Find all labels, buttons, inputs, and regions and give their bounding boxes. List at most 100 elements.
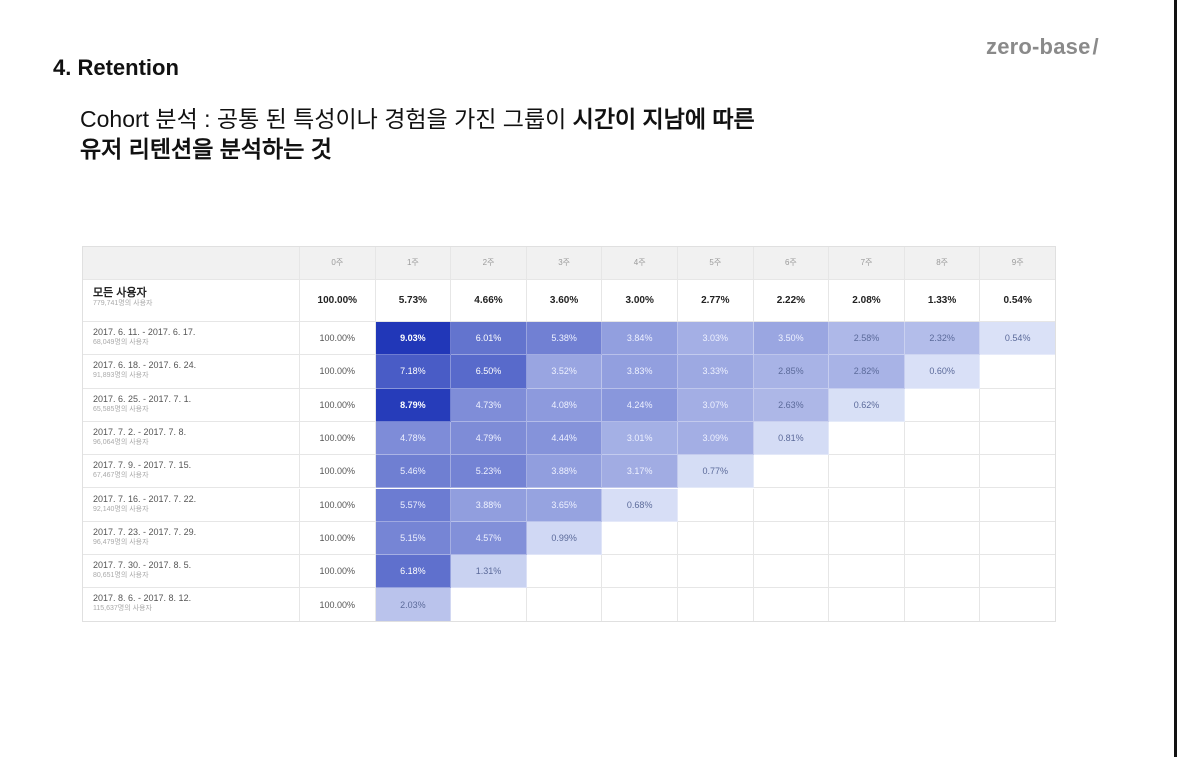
retention-cell (904, 588, 981, 622)
retention-cell: 1.31% (451, 555, 527, 589)
cohort-user-count: 92,140명의 사용자 (93, 505, 149, 513)
retention-cell: 3.01% (602, 421, 678, 456)
total-value-cell: 4.66% (451, 280, 527, 322)
retention-cell (829, 521, 905, 556)
column-header: 4주 (602, 246, 678, 280)
column-header: 0주 (300, 246, 376, 280)
retention-cell (451, 588, 527, 622)
retention-cell: 2.85% (753, 355, 830, 389)
cohort-row-label: 2017. 7. 30. - 2017. 8. 5. 80,651명의 사용자 (82, 555, 300, 589)
retention-cell (904, 388, 981, 422)
retention-cell (980, 388, 1056, 422)
retention-cell (678, 555, 754, 589)
column-header: 3주 (526, 246, 603, 280)
retention-cell: 100.00% (300, 421, 376, 456)
retention-cell (829, 421, 905, 456)
cohort-row-label: 2017. 6. 25. - 2017. 7. 1. 65,585명의 사용자 (82, 388, 300, 422)
cohort-user-count: 67,467명의 사용자 (93, 472, 149, 480)
retention-cell: 0.99% (526, 521, 603, 556)
zero-base-logo: zero-base/ (986, 34, 1099, 60)
logo-slash: / (1092, 34, 1099, 59)
cohort-retention-table: 0주 1주 2주 3주 4주 5주 6주 7주 8주 9주 모든 사용자 779,741명의 사용자 1… (82, 246, 1056, 622)
retention-cell: 5.15% (375, 521, 452, 556)
retention-cell (602, 588, 678, 622)
total-value-cell: 2.08% (829, 280, 905, 322)
slide-subtitle: Cohort 분석 : 공통 된 특성이나 경험을 가진 그룹이 시간이 지남에… (80, 104, 900, 164)
logo-text: zero-base (986, 34, 1091, 59)
retention-cell (904, 521, 981, 556)
cohort-row-label: 2017. 7. 23. - 2017. 7. 29. 96,479명의 사용자 (82, 521, 300, 556)
cohort-date-range: 2017. 7. 30. - 2017. 8. 5. (93, 560, 192, 571)
cohort-user-count: 65,585명의 사용자 (93, 405, 149, 413)
retention-cell: 3.65% (526, 488, 603, 522)
cohort-date-range: 2017. 7. 23. - 2017. 7. 29. (93, 526, 197, 537)
cohort-user-count: 91,893명의 사용자 (93, 372, 149, 380)
retention-cell (753, 588, 830, 622)
total-value-cell: 0.54% (980, 280, 1056, 322)
retention-cell: 6.50% (451, 355, 527, 389)
retention-cell: 3.83% (602, 355, 678, 389)
cohort-user-count: 115,637명의 사용자 (93, 605, 152, 613)
retention-cell: 100.00% (300, 322, 376, 356)
retention-cell: 3.17% (602, 455, 678, 489)
total-value-cell: 2.77% (678, 280, 754, 322)
column-header: 6주 (753, 246, 830, 280)
retention-cell: 100.00% (300, 455, 376, 489)
retention-cell (678, 588, 754, 622)
retention-cell (904, 555, 981, 589)
retention-cell: 0.60% (904, 355, 981, 389)
retention-cell (980, 588, 1056, 622)
cohort-date-range: 2017. 8. 6. - 2017. 8. 12. (93, 593, 192, 604)
cohort-row-label: 2017. 7. 2. - 2017. 7. 8. 96,064명의 사용자 (82, 421, 300, 456)
retention-cell: 100.00% (300, 555, 376, 589)
retention-cell (980, 521, 1056, 556)
retention-cell: 100.00% (300, 588, 376, 622)
total-value-cell: 3.60% (526, 280, 603, 322)
cohort-user-count: 68,049명의 사용자 (93, 339, 149, 346)
retention-cell (980, 555, 1056, 589)
cohort-row-label: 2017. 8. 6. - 2017. 8. 12. 115,637명의 사용자 (82, 588, 300, 622)
total-value-cell: 100.00% (300, 280, 376, 322)
total-row-label: 모든 사용자 779,741명의 사용자 (82, 280, 300, 322)
cohort-date-range: 2017. 7. 9. - 2017. 7. 15. (93, 460, 192, 471)
retention-cell: 2.58% (829, 322, 905, 356)
column-header: 7주 (829, 246, 905, 280)
retention-cell: 0.68% (602, 488, 678, 522)
retention-cell (829, 555, 905, 589)
subtitle-bold-1: 시간이 지남에 따른 (572, 106, 755, 132)
retention-cell (602, 555, 678, 589)
total-value-cell: 1.33% (904, 280, 981, 322)
header-corner (82, 246, 300, 280)
total-sublabel: 779,741명의 사용자 (93, 300, 153, 307)
column-header: 5주 (678, 246, 754, 280)
cohort-date-range: 2017. 6. 25. - 2017. 7. 1. (93, 393, 192, 404)
retention-cell (753, 488, 830, 522)
retention-cell: 3.09% (678, 421, 754, 456)
retention-cell: 3.84% (602, 322, 678, 356)
cohort-date-range: 2017. 6. 18. - 2017. 6. 24. (93, 360, 197, 371)
retention-cell: 0.81% (753, 421, 830, 456)
cohort-row-label: 2017. 6. 11. - 2017. 6. 17. 68,049명의 사용자 (82, 322, 300, 356)
retention-cell (980, 455, 1056, 489)
retention-cell: 5.57% (375, 488, 452, 522)
retention-cell (904, 455, 981, 489)
slide-right-border (1174, 0, 1177, 757)
retention-cell (829, 455, 905, 489)
retention-cell (678, 521, 754, 556)
retention-cell: 3.52% (526, 355, 603, 389)
retention-cell: 7.18% (375, 355, 452, 389)
retention-cell (526, 555, 603, 589)
cohort-row-label: 2017. 7. 16. - 2017. 7. 22. 92,140명의 사용자 (82, 488, 300, 522)
retention-cell (602, 521, 678, 556)
retention-cell: 5.38% (526, 322, 603, 356)
retention-cell: 5.46% (375, 455, 452, 489)
retention-cell: 100.00% (300, 488, 376, 522)
retention-cell: 0.62% (829, 388, 905, 422)
retention-cell: 100.00% (300, 388, 376, 422)
total-label: 모든 사용자 (93, 287, 147, 299)
subtitle-bold-2: 유저 리텐션을 분석하는 것 (80, 136, 332, 162)
cohort-row-label: 2017. 7. 9. - 2017. 7. 15. 67,467명의 사용자 (82, 455, 300, 489)
retention-cell: 3.88% (451, 488, 527, 522)
cohort-user-count: 96,064명의 사용자 (93, 438, 149, 446)
total-value-cell: 2.22% (753, 280, 830, 322)
